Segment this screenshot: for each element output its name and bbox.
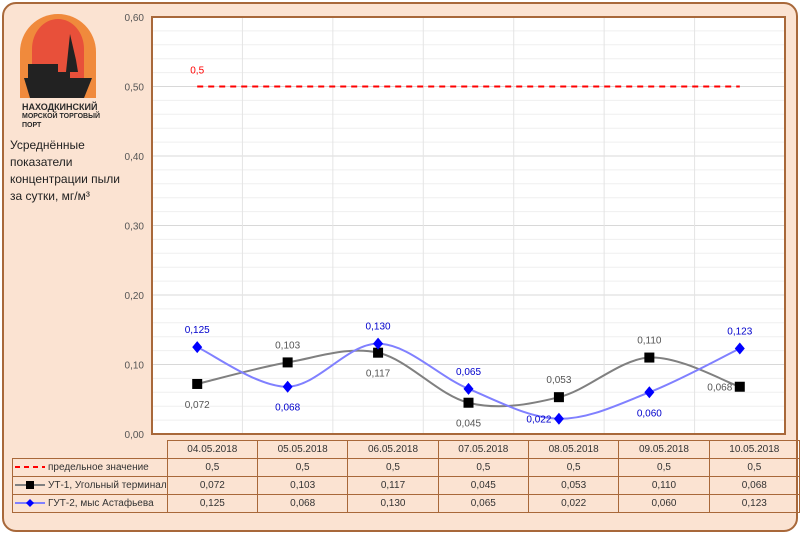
data-label: 0,110 — [637, 336, 662, 347]
subtitle-line: Усреднённые показатели — [10, 138, 85, 169]
gut2-marker — [734, 342, 745, 355]
dashed-line-icon — [15, 466, 45, 469]
data-label: 0,022 — [526, 415, 551, 426]
y-tick-label: 0,50 — [125, 83, 145, 94]
table-cell: 0,065 — [437, 494, 529, 513]
square-marker-icon — [15, 481, 45, 490]
table-cell: 0,5 — [256, 458, 349, 477]
data-label: 0,072 — [185, 400, 210, 411]
port-logo — [20, 14, 96, 98]
table-cell: 0,5 — [347, 458, 439, 477]
y-tick-label: 0,20 — [125, 291, 145, 302]
table-cell: 0,103 — [256, 476, 349, 495]
table-cell: 0,053 — [527, 476, 620, 495]
table-cell: 0,5 — [618, 458, 710, 477]
table-cell: 0,068 — [708, 476, 800, 495]
subtitle-line: за сутки, мг/м³ — [10, 189, 90, 203]
data-label: 0,065 — [456, 367, 481, 378]
x-tick-label: 09.05.2018 — [618, 440, 710, 459]
table-cell: 0,125 — [166, 494, 259, 513]
data-label: 0,068 — [275, 403, 300, 414]
x-tick-label: 05.05.2018 — [256, 440, 349, 459]
table-cell: 0,5 — [527, 458, 620, 477]
table-cell: 0,045 — [437, 476, 529, 495]
ut1-marker — [553, 392, 564, 403]
legend-label: предельное значение — [48, 462, 149, 473]
line-chart: 0,00 0,10 0,20 0,30 0,40 0,50 0,60 0,5 0,072 0,10… — [125, 13, 786, 440]
table-cell: 0,068 — [256, 494, 349, 513]
data-label: 0,103 — [275, 340, 300, 351]
table-cell: 0,110 — [618, 476, 710, 495]
data-label: 0,045 — [456, 419, 481, 430]
legend-label: УТ-1, Угольный терминал — [48, 480, 167, 491]
logo-line2: МОРСКОЙ ТОРГОВЫЙ — [22, 113, 100, 120]
gut2-marker — [644, 386, 655, 399]
data-label: 0,125 — [185, 325, 210, 336]
empty-corner — [13, 441, 168, 459]
table-cell: 0,130 — [347, 494, 439, 513]
ut1-marker — [192, 378, 203, 389]
y-tick-label: 0,30 — [125, 222, 145, 233]
table-cell: 0,5 — [708, 458, 800, 477]
y-tick-label: 0,60 — [125, 13, 145, 24]
y-tick-label: 0,40 — [125, 152, 145, 163]
table-cell: 0,072 — [166, 476, 259, 495]
logo-line3: ПОРТ — [22, 122, 42, 129]
logo-line1: НАХОДКИНСКИЙ — [22, 102, 98, 112]
plot-border — [151, 16, 786, 435]
x-tick-label: 04.05.2018 — [166, 440, 259, 459]
data-table: 04.05.2018 05.05.2018 06.05.2018 07.05.2018… — [12, 440, 800, 513]
ut1-marker — [644, 352, 655, 363]
table-cell: 0,123 — [708, 494, 800, 513]
gut2-marker — [553, 412, 564, 425]
data-label: 0,060 — [637, 408, 662, 419]
gut2-marker — [282, 380, 293, 393]
legend-ut1: УТ-1, Угольный терминал — [12, 476, 168, 495]
diamond-marker-icon — [15, 499, 45, 508]
ut1-marker — [373, 347, 384, 358]
data-label: 0,5 — [190, 66, 204, 77]
data-label: 0,123 — [727, 327, 752, 338]
data-label: 0,117 — [366, 369, 391, 380]
ut1-marker — [734, 381, 745, 392]
gut2-marker — [192, 341, 203, 354]
y-tick-label: 0,10 — [125, 361, 145, 372]
table-cell: 0,060 — [618, 494, 710, 513]
table-cell: 0,117 — [347, 476, 439, 495]
subtitle-line: концентрации пыли — [10, 172, 121, 186]
legend-label: ГУТ-2, мыс Астафьева — [48, 498, 154, 509]
data-label: 0,130 — [366, 322, 391, 333]
data-label: 0,068 — [707, 383, 732, 394]
x-tick-label: 08.05.2018 — [527, 440, 620, 459]
data-label: 0,053 — [546, 375, 571, 386]
x-tick-label: 10.05.2018 — [708, 440, 800, 459]
chart-subtitle: Усреднённые показатели концентрации пыли… — [10, 137, 150, 205]
x-tick-label: 07.05.2018 — [437, 440, 529, 459]
table-cell: 0,022 — [527, 494, 620, 513]
x-tick-label: 06.05.2018 — [347, 440, 439, 459]
gut2-marker — [463, 382, 474, 395]
legend-limit: предельное значение — [12, 458, 168, 477]
y-tick-label: 0,00 — [125, 430, 145, 440]
legend-gut2: ГУТ-2, мыс Астафьева — [12, 494, 168, 513]
ut1-marker — [282, 357, 293, 368]
gut2-marker — [373, 337, 384, 350]
table-cell: 0,5 — [166, 458, 259, 477]
table-cell: 0,5 — [437, 458, 529, 477]
ut1-marker — [463, 397, 474, 408]
